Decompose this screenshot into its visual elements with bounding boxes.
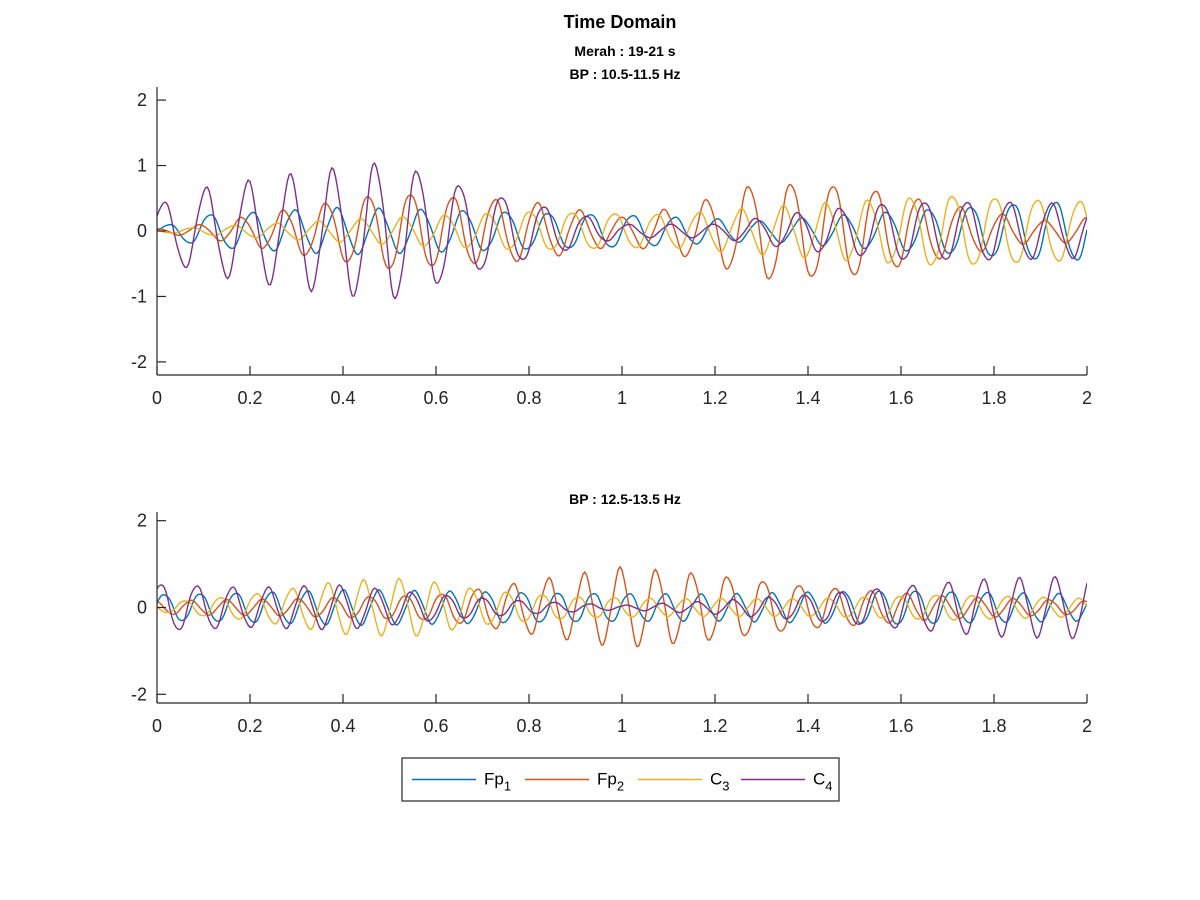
- x-tick-label: 1.8: [981, 716, 1006, 736]
- x-tick-label: 1: [617, 716, 627, 736]
- legend-label-base: C: [710, 770, 722, 789]
- legend-label-base: Fp: [597, 770, 617, 789]
- bottom-axes: BP : 12.5-13.5 Hz 0 0.2 0.4 0.6 0.8 1 1.2 1.4 1.6…: [131, 491, 1092, 736]
- x-tick-label: 0.4: [330, 388, 355, 408]
- series-line-c4: [157, 161, 1087, 300]
- x-tick-label: 0.2: [237, 388, 262, 408]
- x-tick-label: 1.4: [795, 716, 820, 736]
- y-tick-label: -2: [131, 684, 147, 704]
- series-line-c4: [157, 575, 1087, 640]
- x-tick-label: 1.2: [702, 716, 727, 736]
- x-tick-label: 2: [1082, 388, 1092, 408]
- y-tick-label: 2: [137, 90, 147, 110]
- x-tick-label: 1.2: [702, 388, 727, 408]
- x-tick-label: 2: [1082, 716, 1092, 736]
- x-tick-label: 1.6: [888, 716, 913, 736]
- x-tick-label: 0.8: [516, 716, 541, 736]
- x-tick-label: 0: [152, 388, 162, 408]
- x-tick-label: 0.8: [516, 388, 541, 408]
- legend-entry-label: Fp1: [484, 770, 511, 794]
- legend-entry-label: C3: [710, 770, 730, 794]
- x-tick-label: 0.6: [423, 716, 448, 736]
- y-tick-label: 2: [137, 511, 147, 531]
- series-group: [157, 161, 1087, 300]
- x-tick-label: 1.6: [888, 388, 913, 408]
- series-line-c3: [157, 195, 1087, 266]
- legend: Fp1 Fp2 C3 C4: [401, 757, 840, 802]
- axes-2-title-line-1: BP : 12.5-13.5 Hz: [569, 491, 681, 507]
- y-tick-label: 0: [137, 221, 147, 241]
- axes-1-title-line-2: BP : 10.5-11.5 Hz: [569, 66, 680, 82]
- series-line-fp1: [157, 201, 1087, 261]
- y-tick-label: 0: [137, 598, 147, 618]
- x-tick-label: 1: [617, 388, 627, 408]
- x-tick-label: 1.4: [795, 388, 820, 408]
- x-tick-label: 0: [152, 716, 162, 736]
- series-line-c3: [157, 577, 1087, 637]
- legend-label-subscript: 1: [504, 779, 511, 794]
- legend-label-subscript: 2: [617, 779, 624, 794]
- y-tick-label: 1: [137, 156, 147, 176]
- legend-entry-label: C4: [813, 770, 833, 794]
- series-line-fp1: [157, 588, 1087, 627]
- x-tick-label: 0.2: [237, 716, 262, 736]
- series-line-fp2: [157, 565, 1087, 648]
- x-tick-label: 1.8: [981, 388, 1006, 408]
- legend-entry-label: Fp2: [597, 770, 624, 794]
- legend-label-subscript: 4: [825, 779, 832, 794]
- x-tick-label: 0.4: [330, 716, 355, 736]
- series-line-fp2: [157, 183, 1087, 280]
- y-tick-label: -1: [131, 286, 147, 306]
- series-group: [157, 565, 1087, 648]
- legend-label-base: Fp: [484, 770, 504, 789]
- legend-label-base: C: [813, 770, 825, 789]
- axes-1-title-line-1: Merah : 19-21 s: [574, 43, 675, 59]
- x-tick-label: 0.6: [423, 388, 448, 408]
- legend-label-subscript: 3: [722, 779, 729, 794]
- top-axes: Merah : 19-21 s BP : 10.5-11.5 Hz 0 0.2 0.4 0…: [131, 43, 1092, 408]
- figure-title: Time Domain: [564, 12, 677, 32]
- y-tick-label: -2: [131, 352, 147, 372]
